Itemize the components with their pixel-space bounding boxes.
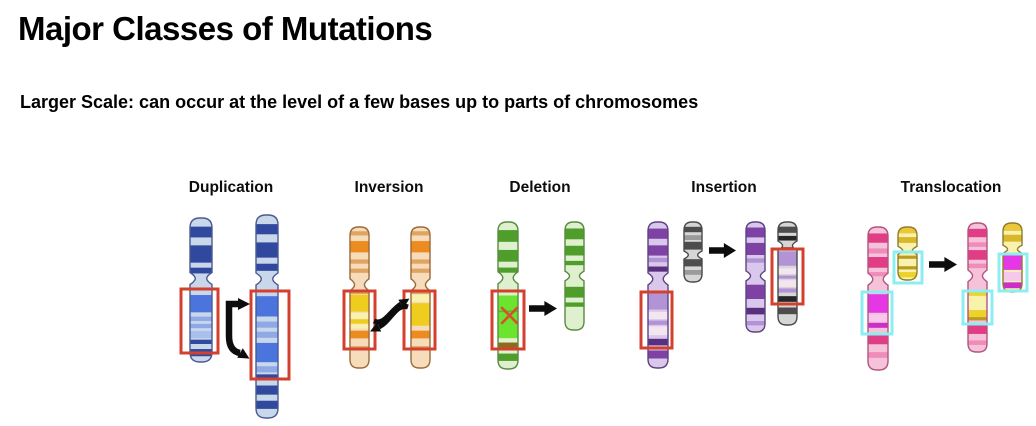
red-highlight-box <box>402 289 437 351</box>
slide-title: Major Classes of Mutations <box>18 10 433 47</box>
chromosome-with-duplicated-segment <box>255 214 279 419</box>
group-duplication <box>179 214 291 419</box>
label-translocation: Translocation <box>900 179 1002 196</box>
red-highlight-box <box>490 289 526 351</box>
arrow-right-icon <box>709 243 736 258</box>
slide-subtitle: Larger Scale: can occur at the level of … <box>20 92 699 112</box>
arrow-right-icon <box>529 301 557 316</box>
red-highlight-box <box>639 290 674 350</box>
deleted-x-mark-icon <box>500 306 519 325</box>
red-highlight-box <box>770 247 805 306</box>
label-deletion: Deletion <box>509 179 571 196</box>
recipient-chromosome-before-insertion <box>683 221 703 283</box>
recipient-chromosome-with-insertion <box>777 221 798 326</box>
red-highlight-box <box>179 287 220 355</box>
inversion-cross-arrows-icon <box>370 298 410 332</box>
group-deletion <box>490 221 585 370</box>
group-translocation <box>860 222 1029 371</box>
donor-chromosome-before-insertion <box>647 221 669 369</box>
chromosome-after-inversion <box>410 226 431 369</box>
chromosome-2-after-translocation <box>1002 222 1023 293</box>
red-highlight-box <box>249 289 291 381</box>
label-insertion: Insertion <box>691 179 757 196</box>
cyan-highlight-box <box>997 252 1029 293</box>
chromosome-after-deletion <box>564 221 585 331</box>
group-insertion <box>639 221 805 369</box>
arrow-right-icon <box>929 257 957 272</box>
label-duplication: Duplication <box>188 179 274 196</box>
cyan-highlight-box <box>860 290 894 336</box>
label-inversion: Inversion <box>354 179 424 196</box>
chromosome-1-before-translocation <box>867 226 889 371</box>
chromosome-1-after-translocation <box>967 222 988 353</box>
duplication-swap-arrow-icon <box>225 298 250 359</box>
cyan-highlight-box <box>892 250 924 285</box>
cyan-highlight-box <box>961 289 994 326</box>
group-inversion <box>342 226 437 369</box>
donor-chromosome-after-insertion <box>745 221 766 333</box>
